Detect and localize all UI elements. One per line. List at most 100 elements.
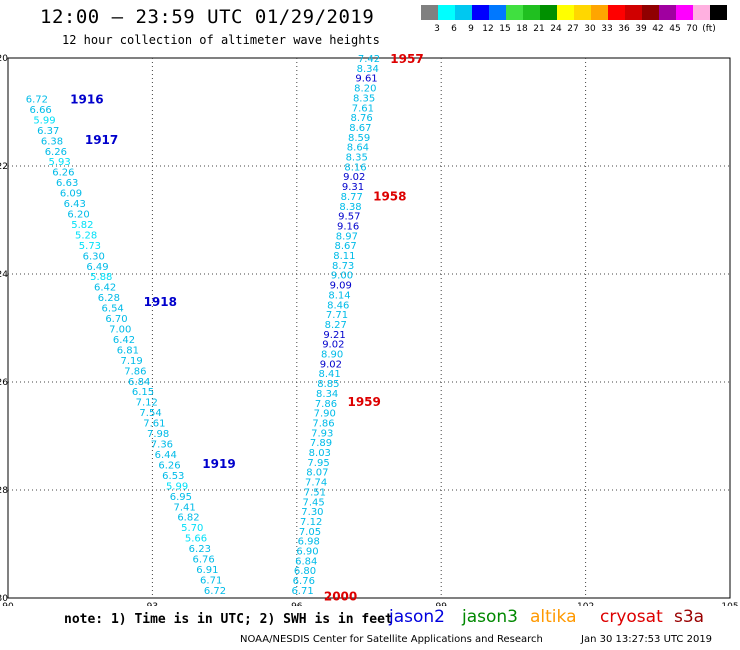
scale-swatch (489, 5, 506, 20)
swh-reading: 6.09 (60, 189, 82, 200)
swh-reading: 5.88 (90, 272, 112, 283)
swh-reading: 8.73 (332, 261, 354, 272)
swh-reading: 9.09 (330, 281, 352, 292)
swh-reading: 7.86 (315, 399, 337, 410)
scale-label: 45 (669, 24, 680, 34)
pass-time-label: 1918 (144, 295, 177, 309)
swh-reading: 6.63 (56, 178, 78, 189)
scale-label: 21 (533, 24, 544, 34)
lat-tick-label: -26 (0, 378, 8, 388)
pass-time-label: 1957 (390, 52, 423, 66)
scale-swatch (710, 5, 727, 20)
swh-reading: 6.26 (45, 147, 67, 158)
swh-reading: 6.49 (86, 262, 108, 273)
swh-reading: 5.28 (75, 230, 97, 241)
swh-reading: 8.76 (350, 113, 372, 124)
satellite-tracks: 6.726.665.996.376.386.265.936.266.636.09… (26, 52, 424, 603)
scale-swatch (625, 5, 642, 20)
swh-reading: 6.81 (117, 345, 139, 356)
swh-reading: 8.46 (327, 300, 349, 311)
scale-label: 36 (618, 24, 630, 34)
swh-reading: 6.76 (192, 555, 214, 566)
scale-label: 3 (434, 24, 440, 34)
scale-label: 9 (468, 24, 474, 34)
scale-label: 42 (652, 24, 663, 34)
footer-note: note: 1) Time is in UTC; 2) SWH is in fe… (64, 612, 393, 627)
lon-tick-label: 99 (435, 602, 447, 606)
swh-reading: 6.72 (204, 586, 226, 597)
lat-tick-label: -20 (0, 54, 8, 64)
lat-tick-label: -24 (0, 270, 8, 280)
credit-line: NOAA/NESDIS Center for Satellite Applica… (240, 634, 543, 645)
scale-label: 15 (499, 24, 510, 34)
swh-reading: 7.74 (305, 478, 327, 489)
swh-reading: 6.72 (26, 95, 48, 106)
swh-reading: 7.90 (314, 409, 336, 420)
swh-reading: 6.54 (102, 304, 124, 315)
scale-label: 27 (567, 24, 578, 34)
swh-reading: 8.03 (309, 448, 331, 459)
pass-time-label: 1919 (202, 457, 235, 471)
swh-reading: 6.84 (295, 556, 317, 567)
swh-reading: 6.80 (294, 566, 316, 577)
swh-reading: 9.61 (355, 74, 377, 85)
swh-reading: 6.38 (41, 136, 63, 147)
scale-label: (ft) (702, 24, 716, 34)
legend-altika: altika (530, 607, 577, 627)
swh-reading: 6.98 (298, 537, 320, 548)
swh-reading: 6.84 (128, 377, 150, 388)
scale-swatch (472, 5, 489, 20)
swh-reading: 7.30 (301, 507, 323, 518)
lat-tick-label: -22 (0, 162, 8, 172)
swh-reading: 6.82 (177, 513, 199, 524)
swh-reading: 5.93 (48, 157, 70, 168)
swh-reading: 7.12 (300, 517, 322, 528)
scale-label: 30 (584, 24, 596, 34)
swh-reading: 5.99 (166, 481, 188, 492)
legend-jason3: jason3 (462, 607, 518, 627)
swh-reading: 7.71 (326, 310, 348, 321)
swh-reading: 8.34 (316, 389, 338, 400)
scale-swatch (455, 5, 472, 20)
swh-reading: 8.35 (353, 93, 375, 104)
swh-reading: 7.89 (310, 438, 332, 449)
scale-swatch (438, 5, 455, 20)
swh-reading: 5.82 (71, 220, 93, 231)
swh-reading: 5.99 (33, 115, 55, 126)
swh-reading: 7.86 (312, 418, 334, 429)
lon-tick-label: 96 (291, 602, 303, 606)
legend-cryosat: cryosat (600, 607, 663, 627)
swh-reading: 6.37 (37, 126, 59, 137)
swh-reading: 9.57 (338, 212, 360, 223)
swh-reading: 8.20 (354, 84, 376, 95)
swh-reading: 6.26 (158, 460, 180, 471)
swh-reading: 6.15 (132, 387, 154, 398)
scale-label: 6 (451, 24, 457, 34)
swh-reading: 9.16 (337, 221, 359, 232)
swh-reading: 7.61 (143, 419, 165, 430)
track-jason2: 6.726.665.996.376.386.265.936.266.636.09… (26, 93, 236, 597)
swh-reading: 7.51 (304, 487, 326, 498)
swh-reading: 8.27 (325, 320, 347, 331)
swh-reading: 8.64 (347, 143, 369, 154)
swh-reading: 6.23 (189, 544, 211, 555)
scale-swatch (659, 5, 676, 20)
swh-reading: 7.95 (307, 458, 329, 469)
swh-reading: 8.07 (306, 468, 328, 479)
swh-reading: 5.70 (181, 523, 203, 534)
swh-reading: 9.02 (320, 359, 342, 370)
swh-reading: 7.05 (299, 527, 321, 538)
scale-swatch (540, 5, 557, 20)
map-grid (7, 57, 731, 599)
swh-reading: 8.34 (357, 64, 379, 75)
pass-time-label: 1917 (85, 133, 118, 147)
scale-swatch (557, 5, 574, 20)
swh-reading: 7.93 (311, 428, 333, 439)
swh-reading: 8.67 (334, 241, 356, 252)
swh-reading: 6.42 (94, 283, 116, 294)
swh-reading: 7.41 (174, 502, 196, 513)
swh-reading: 6.53 (162, 471, 184, 482)
scale-swatch (693, 5, 710, 20)
swh-reading: 8.14 (328, 290, 350, 301)
